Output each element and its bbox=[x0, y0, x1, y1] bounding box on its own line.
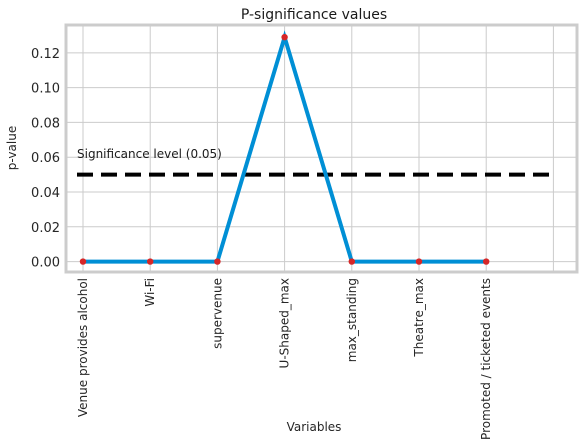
y-tick-label: 0.08 bbox=[31, 116, 60, 131]
x-tick-label: Wi-Fi bbox=[143, 278, 157, 307]
x-tick-label: U-Shaped_max bbox=[278, 278, 292, 368]
data-point bbox=[348, 258, 355, 265]
y-tick-label: 0.10 bbox=[31, 82, 60, 97]
x-tick-label: Promoted / ticketed events bbox=[479, 278, 493, 440]
x-tick-labels: Venue provides alcohol Wi-Fi supervenue U-S… bbox=[76, 278, 493, 440]
x-axis-label: Variables bbox=[287, 420, 342, 434]
x-tick-label: Theatre_max bbox=[412, 278, 426, 358]
y-tick-label: 0.04 bbox=[31, 186, 60, 201]
data-point bbox=[147, 258, 154, 265]
plot-frame bbox=[64, 23, 579, 274]
y-axis-label: p-value bbox=[5, 126, 19, 170]
y-tick-label: 0.06 bbox=[31, 151, 60, 166]
series-layer bbox=[79, 30, 490, 265]
y-tick-labels: 0.00 0.02 0.04 0.06 0.08 0.10 0.12 bbox=[31, 47, 60, 271]
data-point bbox=[214, 258, 221, 265]
chart-title: P-significance values bbox=[241, 7, 387, 23]
y-tick-label: 0.12 bbox=[31, 47, 60, 62]
y-tick-label: 0.02 bbox=[31, 221, 60, 236]
x-tick-label: max_standing bbox=[345, 278, 359, 362]
data-point bbox=[79, 258, 87, 265]
x-tick-label: Venue provides alcohol bbox=[76, 278, 90, 417]
plot-background bbox=[66, 25, 577, 272]
y-tick-label: 0.00 bbox=[31, 256, 60, 271]
data-point bbox=[281, 33, 288, 41]
grid-lines bbox=[66, 25, 577, 272]
data-point bbox=[483, 258, 490, 265]
data-point bbox=[415, 258, 423, 265]
x-tick-label: supervenue bbox=[210, 278, 224, 349]
threshold-label: Significance level (0.05) bbox=[77, 147, 222, 161]
